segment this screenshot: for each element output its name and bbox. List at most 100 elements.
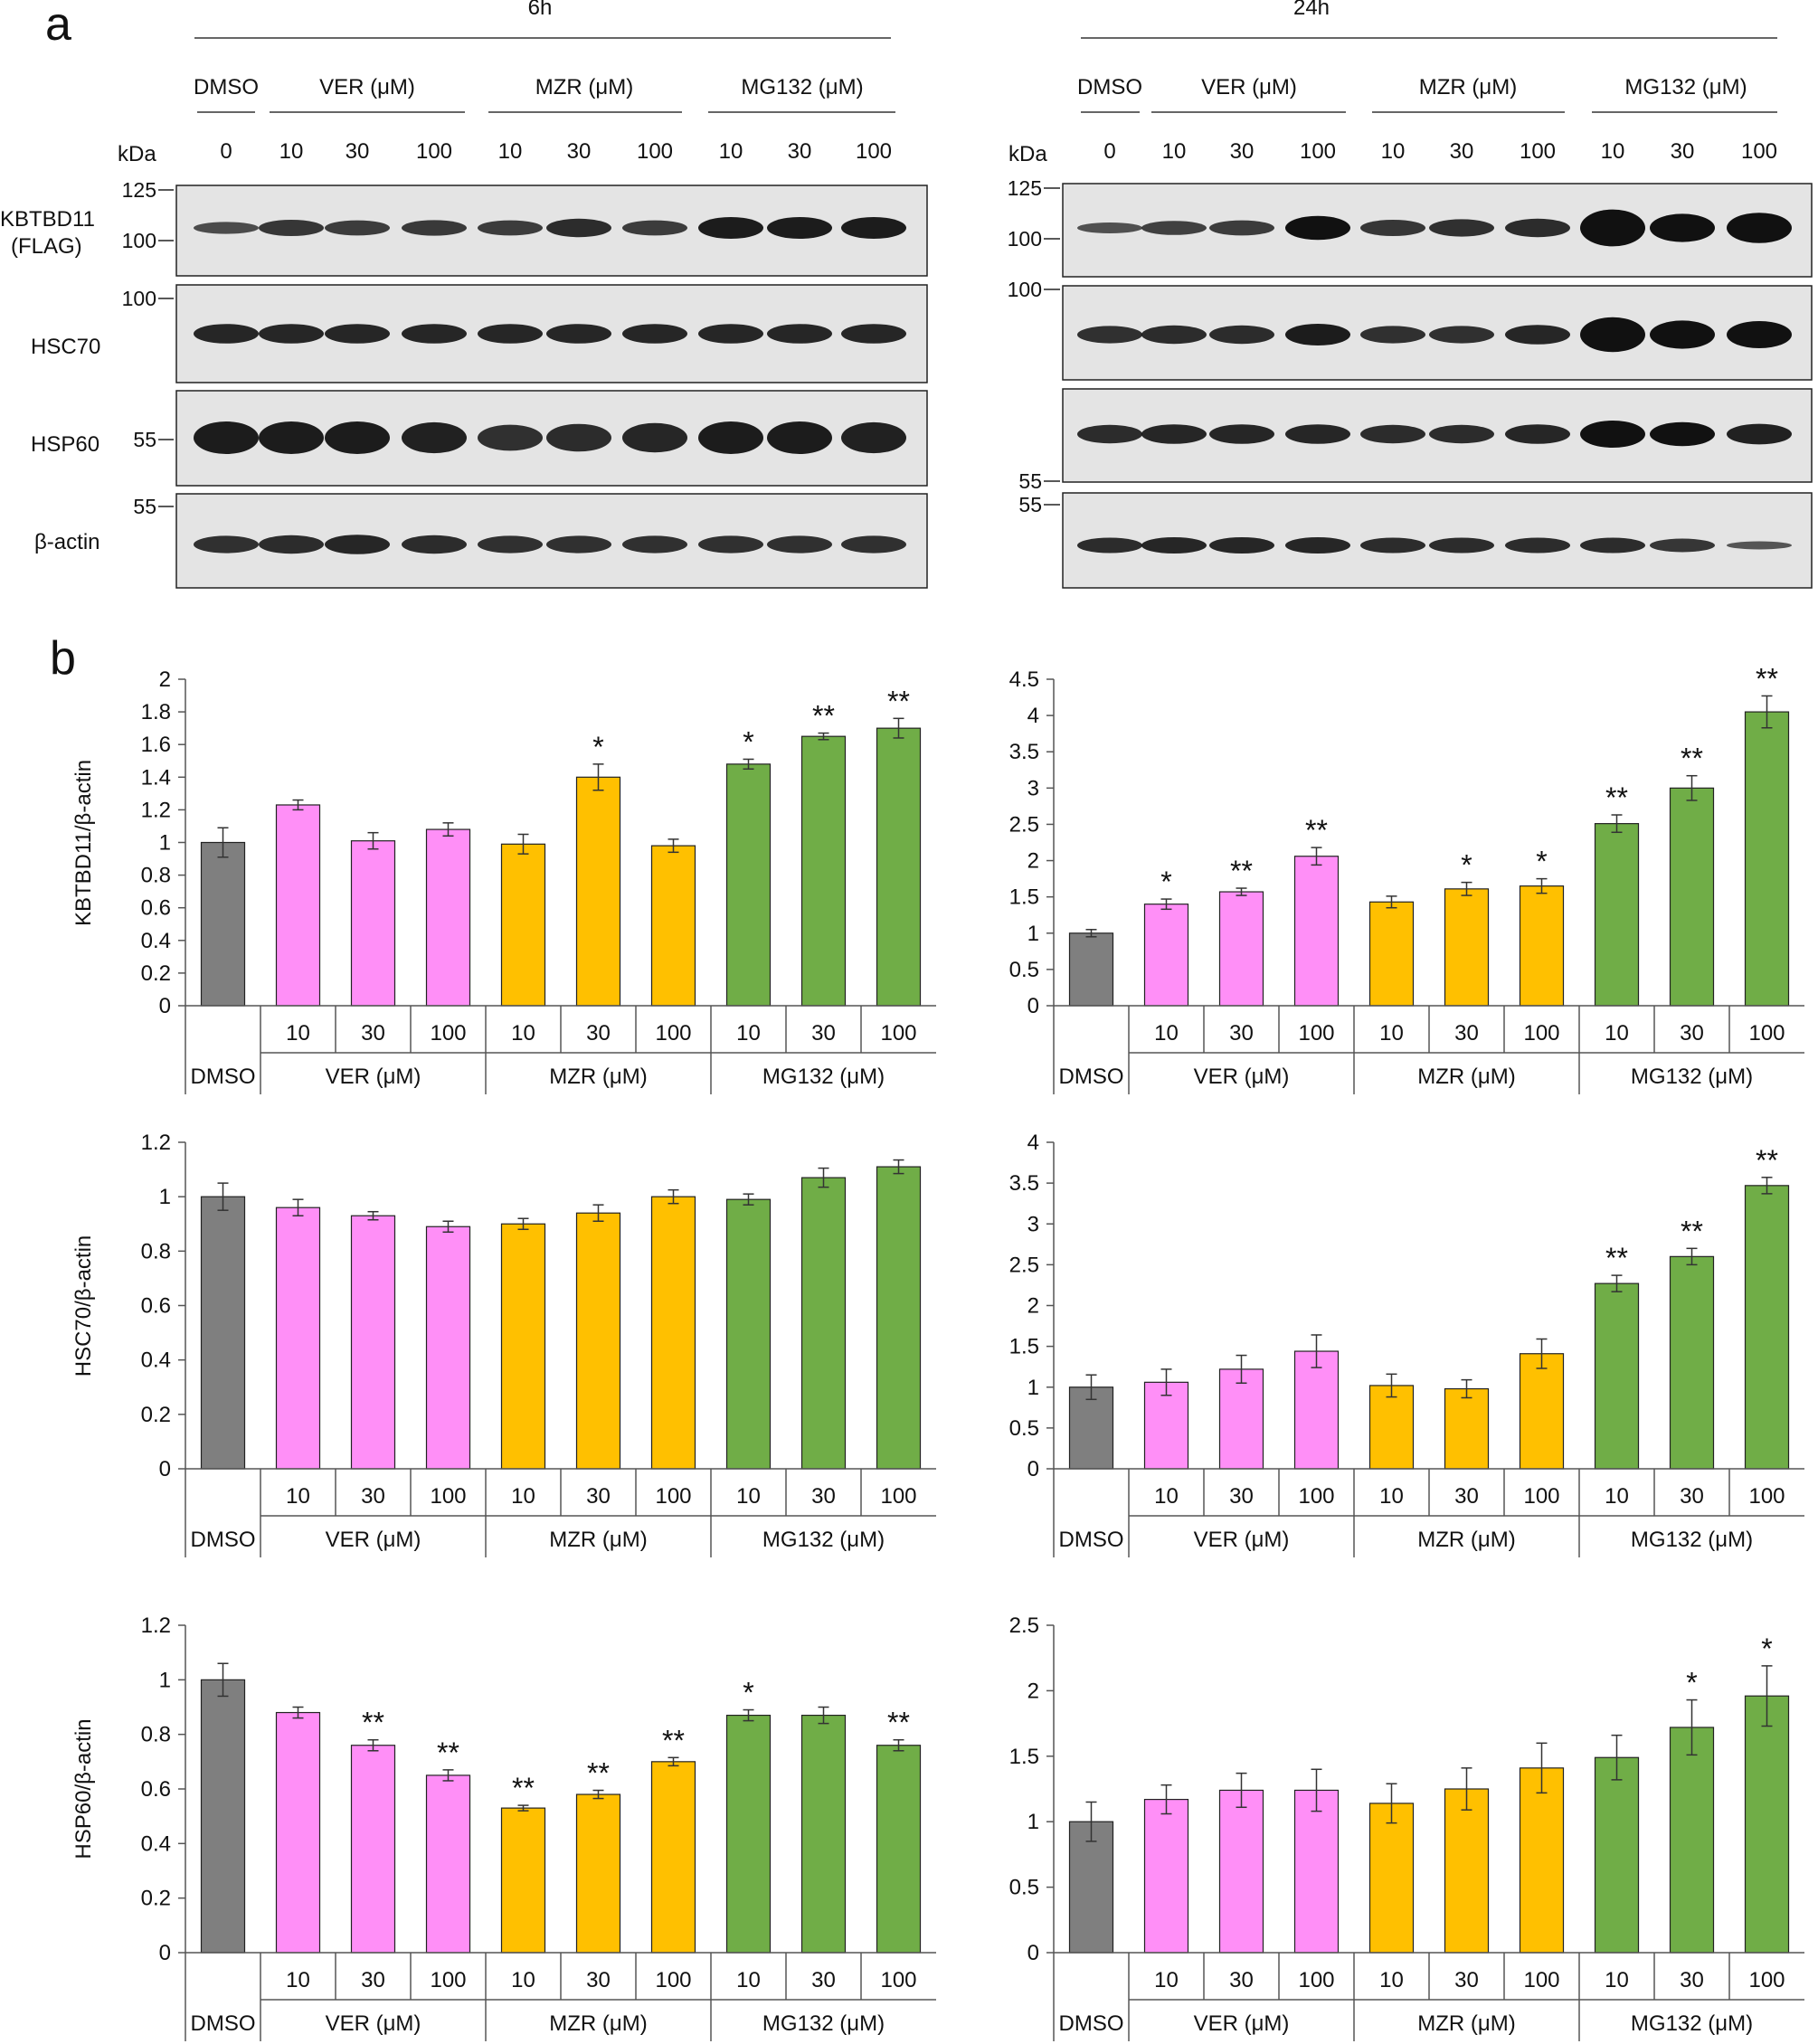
panel-a-letter: a xyxy=(45,0,71,51)
x-dose-label: 30 xyxy=(1454,1968,1479,1992)
blot-band-bactin xyxy=(478,535,543,554)
y-tick-label: 3.5 xyxy=(1009,740,1039,764)
bar xyxy=(1744,1695,1790,1954)
blot-band-kbtbd11 xyxy=(1360,220,1425,236)
y-tick-label: 2 xyxy=(1027,849,1039,874)
y-tick-label: 1 xyxy=(159,1185,171,1209)
bar xyxy=(1218,891,1264,1007)
lane-dose-label: 30 xyxy=(1230,139,1255,164)
x-dose-label: 30 xyxy=(1454,1021,1479,1046)
significance-marker: ** xyxy=(887,685,910,717)
x-dose-label: 10 xyxy=(286,1021,310,1046)
bar xyxy=(1744,711,1790,1007)
x-dose-label: 100 xyxy=(880,1484,916,1509)
group-label-dmso-24h: DMSO xyxy=(1077,75,1142,99)
x-group-label: MG132 (μM) xyxy=(762,2011,885,2036)
y-tick-label: 3.5 xyxy=(1009,1171,1039,1196)
bar xyxy=(725,1714,772,1954)
blot-band-hsc70 xyxy=(1650,320,1715,349)
x-dose-label: 10 xyxy=(511,1484,535,1509)
marker-125-24h: 125 xyxy=(1008,176,1042,200)
x-group-label: MZR (μM) xyxy=(1417,1528,1515,1552)
kda-label-24h: kDa xyxy=(1008,142,1047,166)
significance-marker: ** xyxy=(812,700,835,733)
lane-dose-label: 30 xyxy=(567,139,592,164)
blot-band-kbtbd11 xyxy=(1580,209,1645,247)
bar xyxy=(1669,1727,1715,1954)
x-dose-label: 30 xyxy=(1454,1484,1479,1509)
blot-band-hsp60 xyxy=(402,421,467,454)
significance-marker: * xyxy=(1761,1632,1772,1665)
x-dose-label: 30 xyxy=(361,1968,385,1992)
y-tick-label: 3 xyxy=(1027,776,1039,800)
blot-band-kbtbd11 xyxy=(1141,221,1207,235)
x-group-label: VER (μM) xyxy=(326,1065,421,1089)
y-tick-label: 0.6 xyxy=(141,896,171,921)
significance-marker: ** xyxy=(1605,1242,1628,1274)
y-tick-label: 0.6 xyxy=(141,1294,171,1319)
lane-dose-label: 30 xyxy=(1671,139,1695,164)
blot-band-kbtbd11 xyxy=(546,218,611,238)
y-tick-label: 4.5 xyxy=(1009,667,1039,692)
kda-label-6h: kDa xyxy=(118,142,156,166)
blot-band-kbtbd11 xyxy=(1077,222,1142,233)
significance-marker: ** xyxy=(1681,1215,1703,1247)
blot-band-hsp60 xyxy=(1650,421,1715,447)
significance-marker: ** xyxy=(587,1757,610,1790)
x-dose-label: 30 xyxy=(811,1021,836,1046)
x-dose-label: 10 xyxy=(1605,1968,1629,1992)
x-dose-label: 10 xyxy=(736,1484,761,1509)
y-tick-label: 1.5 xyxy=(1009,1335,1039,1359)
marker-55b-6h: 55 xyxy=(133,495,156,518)
blot-band-kbtbd11 xyxy=(1650,213,1715,242)
x-dose-label: 100 xyxy=(1298,1968,1334,1992)
y-tick-label: 2 xyxy=(1027,1679,1039,1703)
bar xyxy=(1519,1353,1565,1470)
bar xyxy=(1143,1798,1189,1954)
blot-band-bactin xyxy=(1360,537,1425,554)
y-tick-label: 0.5 xyxy=(1009,1876,1039,1900)
bar xyxy=(350,1745,396,1954)
blot-band-hsc70 xyxy=(1580,317,1645,353)
blot-band-hsp60 xyxy=(1505,424,1570,444)
significance-marker: ** xyxy=(1756,662,1778,695)
x-dose-label: 100 xyxy=(1748,1021,1785,1046)
blot-bands-6h xyxy=(194,217,906,554)
blot-band-hsp60 xyxy=(259,421,324,454)
y-tick-label: 2 xyxy=(1027,1294,1039,1319)
y-tick-label: 1 xyxy=(1027,1810,1039,1834)
y-tick-label: 0 xyxy=(159,1457,171,1481)
lane-dose-label: 100 xyxy=(1741,139,1777,164)
bar xyxy=(800,735,847,1007)
y-tick-label: 0 xyxy=(159,994,171,1018)
x-dose-label: 100 xyxy=(1748,1484,1785,1509)
bar xyxy=(1218,1368,1264,1470)
marker-55b-24h: 55 xyxy=(1018,493,1042,516)
x-dose-label: 10 xyxy=(736,1968,761,1992)
y-tick-label: 0.4 xyxy=(141,1831,171,1856)
x-group-label: MZR (μM) xyxy=(1417,2011,1515,2036)
group-label-mzr-6h: MZR (μM) xyxy=(535,75,633,99)
significance-marker: * xyxy=(743,1677,753,1709)
lane-dose-label: 10 xyxy=(279,139,304,164)
x-dose-label: 100 xyxy=(1523,1484,1559,1509)
y-tick-label: 0.6 xyxy=(141,1777,171,1802)
x-dose-label: 30 xyxy=(1680,1021,1704,1046)
blot-band-bactin xyxy=(1505,537,1570,554)
bar xyxy=(725,1198,772,1470)
y-tick-label: 0.2 xyxy=(141,1403,171,1427)
blot-band-hsp60 xyxy=(194,421,259,454)
x-dmso-label: DMSO xyxy=(191,1528,256,1552)
y-tick-label: 4 xyxy=(1027,1131,1039,1155)
x-dose-label: 30 xyxy=(586,1021,611,1046)
chart-kbtbd11-6h: 0 0.2 0.4 0.6 0.8 1 1.2 1.4 1.6 1.8 2 KBTBD11/β-act… xyxy=(71,667,936,1094)
y-tick-label: 1 xyxy=(159,1668,171,1692)
y-tick-label: 1 xyxy=(1027,922,1039,946)
blot-band-hsc70 xyxy=(402,324,467,344)
blot-band-hsc70 xyxy=(622,324,687,344)
significance-marker: ** xyxy=(512,1772,535,1804)
lane-dose-label: 30 xyxy=(346,139,370,164)
blot-band-hsc70 xyxy=(259,324,324,344)
bar xyxy=(1368,1385,1415,1470)
